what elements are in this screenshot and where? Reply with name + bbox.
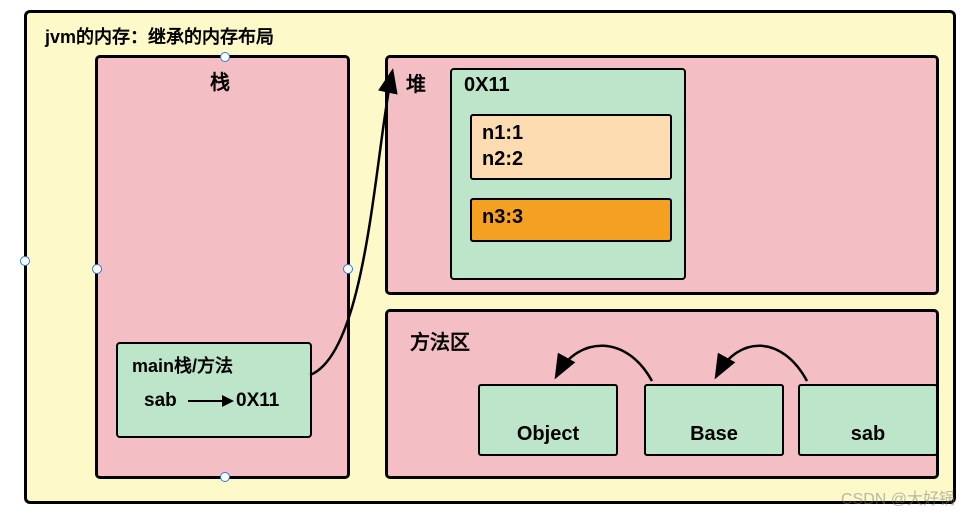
stack-label: 栈 bbox=[210, 66, 230, 95]
parent-fields-box: n1:1 n2:2 bbox=[470, 114, 672, 180]
heap-label: 堆 bbox=[406, 68, 426, 97]
main-stack-frame: main栈/方法 sab 0X11 bbox=[116, 342, 312, 438]
class-object: Object bbox=[478, 384, 618, 456]
heap-object: 0X11 n1:1 n2:2 n3:3 bbox=[450, 68, 686, 280]
diagram-title: jvm的内存：继承的内存布局 bbox=[45, 23, 274, 49]
main-frame-label: main栈/方法 bbox=[132, 352, 233, 378]
field-n2: n2:2 bbox=[482, 146, 660, 172]
heap-object-address: 0X11 bbox=[464, 74, 510, 97]
variable-name: sab bbox=[144, 390, 177, 412]
class-sab: sab bbox=[798, 384, 938, 456]
field-n3: n3:3 bbox=[482, 206, 660, 229]
stack-panel: 栈 main栈/方法 sab 0X11 bbox=[95, 55, 350, 479]
method-area-panel: 方法区 Object Base sab bbox=[385, 309, 939, 479]
class-base: Base bbox=[644, 384, 784, 456]
field-n1: n1:1 bbox=[482, 120, 660, 146]
jvm-memory-container: jvm的内存：继承的内存布局 栈 main栈/方法 sab 0X11 堆 0X1… bbox=[24, 10, 956, 504]
watermark: CSDN @大好锅 bbox=[841, 485, 955, 509]
selection-handle bbox=[92, 264, 102, 274]
child-fields-box: n3:3 bbox=[470, 198, 672, 242]
variable-address: 0X11 bbox=[236, 390, 279, 412]
selection-handle bbox=[20, 256, 30, 266]
method-area-label: 方法区 bbox=[410, 326, 470, 355]
selection-handle bbox=[220, 472, 230, 482]
heap-panel: 堆 0X11 n1:1 n2:2 n3:3 bbox=[385, 55, 939, 295]
selection-handle bbox=[343, 264, 353, 274]
points-to-arrow bbox=[188, 400, 232, 402]
selection-handle bbox=[220, 52, 230, 62]
